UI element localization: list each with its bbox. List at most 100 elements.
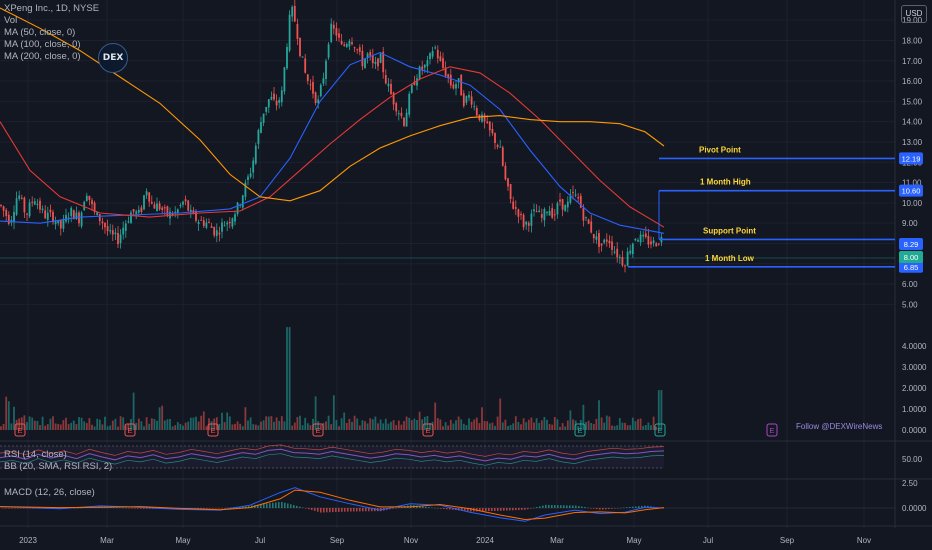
candle-body [111,230,114,235]
volume-bar [78,417,80,430]
volume-bar [595,418,598,430]
volume-bar [566,420,569,430]
candle-body [137,209,140,213]
macd-hist-bar [566,505,568,508]
candle-body [252,160,255,173]
volume-bar [150,418,153,430]
volume-bar [395,425,398,430]
macd-hist-bar [374,508,376,512]
macd-hist-bar [197,508,199,509]
candle-body [332,24,335,29]
earnings-marker [207,423,219,437]
volume-bar [361,420,364,430]
volume-bar [67,424,70,430]
candle-body [582,208,585,221]
currency-button[interactable]: USD [901,5,927,23]
macd-hist-bar [614,508,616,509]
volume-bar [366,423,369,430]
candle-body [143,195,145,210]
volume-bar [137,418,140,430]
candle-body [587,219,590,224]
candle-body [78,212,80,224]
volume-bar [616,425,619,430]
volume-bar [122,417,125,430]
candle-body [611,241,613,250]
earnings-marker-label: E [577,426,582,435]
volume-bar [143,426,145,430]
volume-bar [356,418,359,430]
candle-body [150,201,153,204]
macd-hist-bar [317,508,319,512]
ma-line-1 [0,51,665,234]
macd-hist-bar [119,507,121,509]
candle-body [436,49,439,59]
macd-hist-bar [296,505,298,508]
candle-body [639,234,642,243]
rsi-bb-upper [0,444,665,457]
volume-bar [93,426,96,430]
candle-body [26,213,28,215]
volume-bar [639,418,642,430]
volume-bar [533,422,535,430]
volume-bar [145,417,148,430]
candle-body [7,214,10,224]
volume-bar [244,407,247,430]
volume-bar [171,426,174,430]
candle-body [351,42,353,45]
candle-body [57,220,60,224]
volume-bar [176,422,179,430]
macd-hist-bar [257,504,259,508]
volume-bar [444,422,447,430]
macd-hist-bar [206,508,208,509]
volume-bar [301,425,304,430]
time-tick-label: Nov [857,536,871,545]
volume-bar [182,425,184,430]
volume-bar [241,426,244,430]
volume-bar [494,425,496,430]
macd-hist-bar [113,507,115,508]
candle-body [533,209,535,212]
rsi-tick-label: 50.00 [902,455,923,464]
volume-bar [504,419,507,430]
volume-bar [293,422,296,430]
candle-body [395,103,398,112]
volume-bar [605,415,608,430]
candle-body [338,33,340,38]
candle-body [104,223,106,228]
macd-hist-bar [545,504,547,508]
volume-bar [169,418,171,430]
earnings-marker [14,423,26,437]
current-price-box [899,238,923,250]
grid-lines [0,0,895,528]
macd-hist-bar [209,508,211,509]
candle-body [114,232,117,235]
candle-body [488,121,491,131]
volume-bar [260,421,262,430]
candle-body [369,51,372,56]
volume-bar [158,407,161,430]
macd-hist-bar [122,507,124,509]
price-label-box [899,260,923,273]
macd-hist-bar [221,508,223,509]
macd-hist-bar [293,505,295,508]
macd-hist-bar [311,508,313,511]
level-label: Pivot Point [699,145,741,154]
macd-hist-bar [128,508,130,509]
macd-hist-bar [392,508,394,509]
candle-body [379,53,382,63]
macd-hist-bar [242,506,244,508]
candle-body [262,113,265,123]
volume-bar [655,426,658,430]
macd-hist-bar [419,506,421,508]
candle-body [153,204,156,209]
earnings-marker [654,423,666,437]
volume-bar [70,422,73,430]
candle-body [345,44,348,47]
candle-body [340,40,343,45]
macd-hist-bar [464,508,466,511]
candle-body [226,222,229,225]
candle-body [577,196,580,199]
volume-bar [585,422,587,430]
volume-bar [491,422,494,430]
